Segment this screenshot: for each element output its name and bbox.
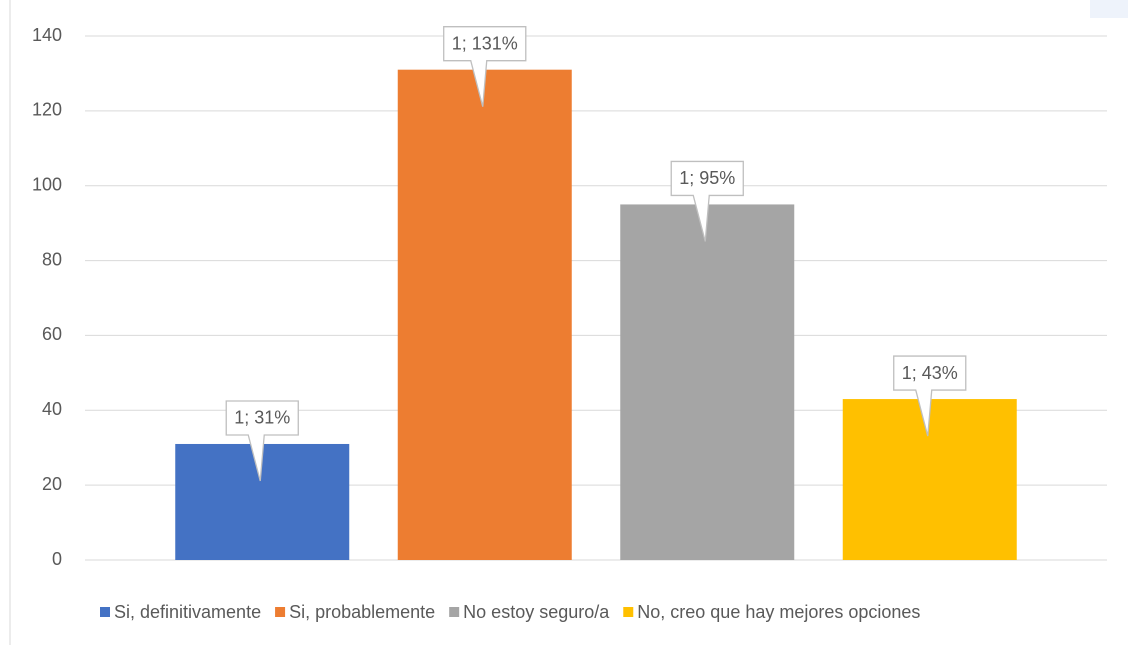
- y-tick-label: 140: [32, 25, 62, 45]
- y-tick-label: 120: [32, 100, 62, 120]
- legend-label: No, creo que hay mejores opciones: [637, 602, 920, 622]
- legend-swatch: [100, 607, 110, 617]
- legend-label: No estoy seguro/a: [463, 602, 610, 622]
- legend-label: Si, probablemente: [289, 602, 435, 622]
- y-tick-label: 40: [42, 399, 62, 419]
- data-callout: [670, 160, 744, 242]
- y-tick-label: 20: [42, 474, 62, 494]
- data-label: 1; 31%: [234, 408, 290, 428]
- corner-shade: [1090, 0, 1128, 18]
- bar: [620, 204, 795, 560]
- data-label: 1; 43%: [902, 363, 958, 383]
- data-label: 1; 131%: [452, 33, 518, 53]
- data-callout: [893, 355, 967, 437]
- bar: [842, 399, 1017, 560]
- legend-swatch: [275, 607, 286, 617]
- data-callout: [225, 400, 299, 482]
- legend-swatch: [449, 607, 460, 617]
- data-callout: [443, 26, 527, 107]
- y-tick-label: 80: [42, 249, 62, 269]
- y-tick-label: 100: [32, 174, 62, 194]
- y-tick-label: 0: [52, 549, 62, 569]
- data-label: 1; 95%: [679, 168, 735, 188]
- legend-label: Si, definitivamente: [114, 602, 261, 622]
- y-tick-label: 60: [42, 324, 62, 344]
- legend-swatch: [623, 607, 634, 617]
- bar: [397, 69, 572, 560]
